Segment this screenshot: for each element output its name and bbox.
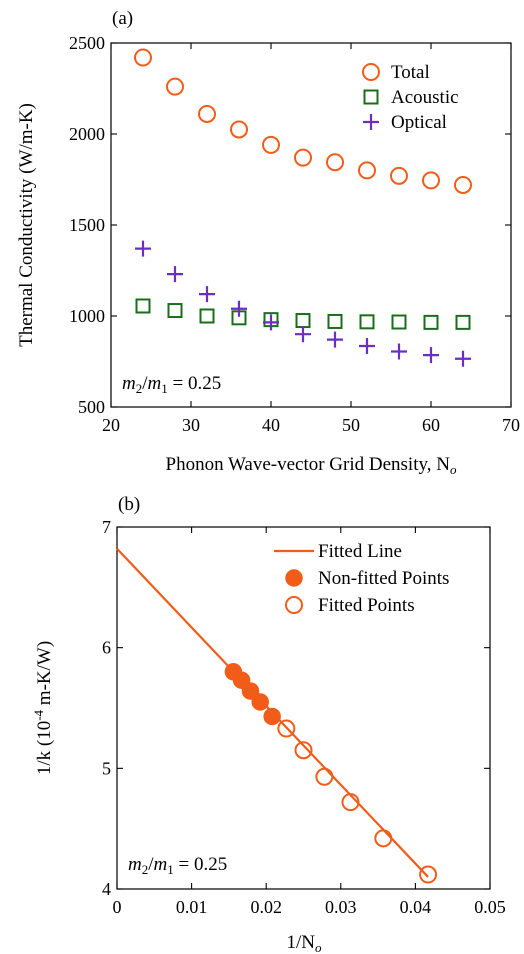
panel-a-legend: Total Acoustic Optical [362,62,459,133]
b-fitted-points-point [315,767,334,786]
panel-a: (a) 20 30 40 50 60 70 500 1000 1500 2000 2500 Phon… [16,8,520,477]
a-xtick-label: 30 [182,415,200,435]
b-ytick-label: 4 [102,879,111,899]
a-acoustic-point [135,298,151,314]
a-total-point [134,48,152,67]
b-legend-fitted-line-label: Fitted Line [318,541,402,562]
b-ytick-label: 6 [102,638,111,658]
panel-b-xlabel: 1/No [287,932,323,954]
a-ytick-label: 1000 [69,306,105,326]
a-optical-point [263,314,279,331]
panel-b-annotation: m2/m1 = 0.25 [128,854,227,877]
a-legend-acoustic-label: Acoustic [391,87,459,108]
panel-b-frame [116,526,491,890]
a-xtick-label: 50 [342,415,360,435]
a-optical-point [295,326,311,343]
a-total-point [166,77,184,96]
b-fitted-points-point [374,829,393,848]
a-ytick-label: 2000 [69,124,105,144]
a-legend-acoustic-swatch [363,89,379,105]
panel-a-ticks: 20 30 40 50 60 70 500 1000 1500 2000 2500 [69,33,520,435]
a-xtick-label: 40 [262,415,280,435]
a-total-point [390,166,408,185]
b-ytick-label: 7 [102,517,111,537]
panel-b-ticks: 0 0.01 0.02 0.03 0.04 0.05 4 5 6 7 [102,517,506,917]
a-optical-point [391,343,407,360]
panel-a-marks [134,48,472,367]
a-optical-point [359,338,375,355]
a-acoustic-point [295,313,311,329]
panel-a-ylabel: Thermal Conductivity (W/m-K) [16,103,37,347]
a-optical-point [199,286,215,303]
a-total-point [358,161,376,180]
a-optical-point [455,350,471,367]
a-legend-total-swatch [362,63,380,81]
a-ytick-label: 2500 [69,33,105,53]
a-optical-point [167,266,183,283]
a-optical-point [135,240,151,257]
a-xtick-label: 20 [102,415,120,435]
b-legend-non-fitted-points-swatch [285,569,303,587]
panel-b-label: (b) [118,494,140,515]
a-acoustic-point [455,314,471,330]
a-ytick-label: 1500 [69,215,105,235]
a-total-point [230,120,248,139]
b-non-fitted-points-point [241,682,260,700]
panel-a-label: (a) [112,8,133,29]
a-xtick-label: 60 [422,415,440,435]
a-optical-point [231,300,247,317]
b-fitted-points-point [341,793,360,812]
b-fitted-points-point [277,719,296,738]
panel-b-legend: Fitted Line Non-fitted Points Fitted Point… [274,541,449,616]
a-acoustic-point [167,303,183,319]
b-xtick-label: 0.04 [400,897,432,917]
a-legend-optical-swatch [363,114,379,130]
a-xtick-label: 70 [502,415,520,435]
a-acoustic-point [199,308,215,324]
a-acoustic-point [391,314,407,330]
a-total-point [454,175,472,194]
b-xtick-label: 0.02 [250,897,282,917]
a-total-point [294,148,312,167]
b-fitted-points-point [419,865,438,884]
a-total-point [198,104,216,123]
a-ytick-label: 500 [78,397,105,417]
a-legend-optical-label: Optical [391,112,447,133]
a-optical-point [423,347,439,364]
b-xtick-label: 0.03 [325,897,357,917]
b-non-fitted-points-point [263,707,281,726]
a-acoustic-point [359,314,375,330]
b-legend-fitted-points-swatch [285,596,303,614]
panel-b: (b) 0 0.01 0.02 0.03 0.04 0.05 4 5 6 7 1/No 1/k (… [31,494,506,954]
panel-b-ylabel: 1/k (10-4 m-K/W) [31,641,55,775]
a-total-point [262,135,280,154]
b-fitted-points-point [294,741,313,760]
b-non-fitted-points-point [251,693,269,711]
a-total-point [326,153,344,172]
b-legend-fitted-points-label: Fitted Points [318,595,415,616]
panel-a-xlabel: Phonon Wave-vector Grid Density, No [166,454,457,477]
a-total-point [422,171,440,190]
panel-a-annotation: m2/m1 = 0.25 [122,373,221,396]
panel-b-marks [116,547,438,884]
a-acoustic-point [327,313,343,329]
a-acoustic-point [423,314,439,330]
b-xtick-label: 0 [113,897,122,917]
b-ytick-label: 5 [102,758,111,778]
a-optical-point [327,331,343,348]
b-xtick-label: 0.05 [474,897,506,917]
b-xtick-label: 0.01 [176,897,208,917]
b-legend-non-fitted-points-label: Non-fitted Points [318,568,449,589]
a-legend-total-label: Total [391,62,430,83]
